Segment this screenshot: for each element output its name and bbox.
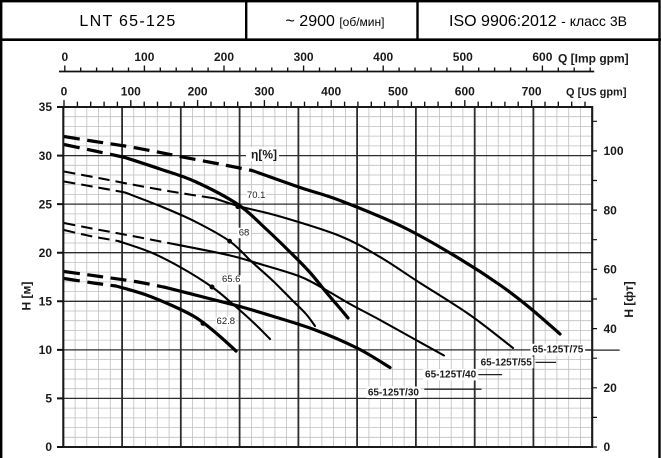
- svg-text:H [фт]: H [фт]: [622, 281, 636, 317]
- svg-text:68: 68: [239, 228, 250, 239]
- svg-text:Q [US gpm]: Q [US gpm]: [566, 87, 627, 99]
- svg-text:η[%]: η[%]: [251, 148, 277, 162]
- svg-text:15: 15: [39, 294, 53, 308]
- svg-text:700: 700: [522, 85, 542, 99]
- svg-text:100: 100: [121, 85, 141, 99]
- svg-text:0: 0: [61, 50, 68, 64]
- svg-text:200: 200: [188, 85, 208, 99]
- svg-text:20: 20: [604, 381, 618, 395]
- svg-text:0: 0: [45, 440, 52, 454]
- svg-text:600: 600: [455, 85, 475, 99]
- svg-text:500: 500: [453, 50, 473, 64]
- svg-text:300: 300: [294, 50, 314, 64]
- svg-text:65-125T/75: 65-125T/75: [532, 345, 584, 356]
- svg-text:100: 100: [134, 50, 154, 64]
- svg-text:5: 5: [45, 392, 52, 406]
- svg-text:ISO 9906:2012 - класс 3В: ISO 9906:2012 - класс 3В: [449, 13, 627, 30]
- svg-text:~ 2900 [об/мин]: ~ 2900 [об/мин]: [286, 13, 385, 30]
- svg-text:20: 20: [39, 246, 53, 260]
- svg-text:60: 60: [604, 263, 618, 277]
- svg-text:200: 200: [214, 50, 234, 64]
- svg-text:10: 10: [39, 343, 53, 357]
- svg-text:65-125T/40: 65-125T/40: [425, 370, 477, 381]
- svg-text:62.8: 62.8: [217, 316, 236, 327]
- svg-text:70.1: 70.1: [247, 190, 266, 201]
- svg-text:LNT 65-125: LNT 65-125: [79, 13, 176, 30]
- svg-text:80: 80: [604, 203, 618, 217]
- svg-text:0: 0: [604, 440, 611, 454]
- svg-text:400: 400: [321, 85, 341, 99]
- svg-text:25: 25: [39, 197, 53, 211]
- svg-text:300: 300: [254, 85, 274, 99]
- svg-text:H [м]: H [м]: [20, 282, 34, 311]
- svg-text:30: 30: [39, 149, 53, 163]
- svg-text:35: 35: [39, 100, 53, 114]
- svg-text:0: 0: [61, 85, 68, 99]
- svg-text:65-125T/30: 65-125T/30: [368, 387, 420, 398]
- svg-text:400: 400: [373, 50, 393, 64]
- svg-text:500: 500: [388, 85, 408, 99]
- svg-text:100: 100: [604, 144, 624, 158]
- svg-text:65-125T/55: 65-125T/55: [481, 358, 533, 369]
- svg-text:40: 40: [604, 322, 618, 336]
- svg-text:65.6: 65.6: [222, 274, 241, 285]
- svg-text:600: 600: [532, 50, 552, 64]
- svg-text:Q [Imp gpm]: Q [Imp gpm]: [558, 52, 629, 66]
